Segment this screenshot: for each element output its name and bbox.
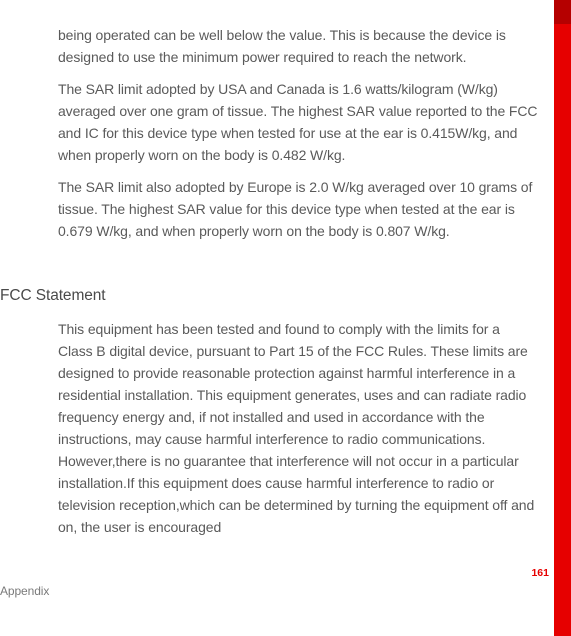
paragraph: This equipment has been tested and found… <box>58 318 538 538</box>
paragraph: being operated can be well below the val… <box>58 24 538 68</box>
footer-section-label: Appendix <box>0 584 49 598</box>
sidebar-accent-bar-top <box>554 0 571 24</box>
page: being operated can be well below the val… <box>0 0 571 636</box>
paragraph: The SAR limit also adopted by Europe is … <box>58 176 538 242</box>
body-content-bottom: This equipment has been tested and found… <box>58 318 538 548</box>
sidebar-accent-bar <box>554 0 571 636</box>
paragraph: The SAR limit adopted by USA and Canada … <box>58 78 538 166</box>
section-heading: FCC Statement <box>0 287 106 305</box>
body-content-top: being operated can be well below the val… <box>58 24 538 252</box>
page-number: 161 <box>531 567 549 579</box>
